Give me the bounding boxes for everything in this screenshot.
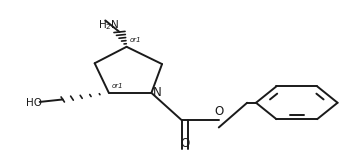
Text: or1: or1	[112, 83, 123, 89]
Text: HO: HO	[26, 98, 42, 108]
Text: H$_2$N: H$_2$N	[98, 18, 120, 32]
Text: or1: or1	[130, 37, 142, 43]
Text: O: O	[214, 105, 224, 118]
Text: O: O	[180, 137, 189, 150]
Text: N: N	[153, 86, 162, 99]
